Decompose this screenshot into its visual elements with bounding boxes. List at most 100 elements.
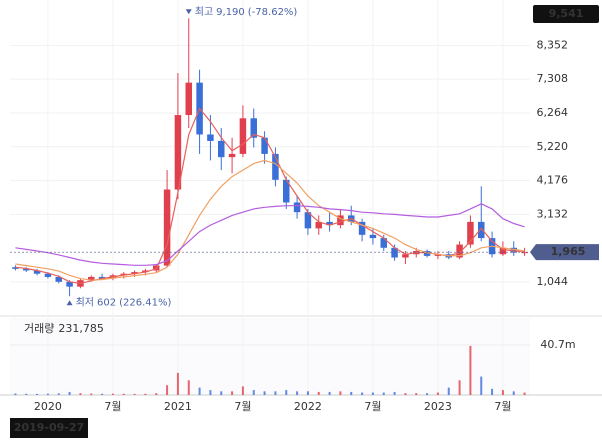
last-price-label: 1,965	[551, 245, 586, 258]
candle-body	[402, 254, 409, 258]
volume-bar	[25, 393, 28, 395]
y-tick-label: 5,220	[537, 140, 569, 153]
volume-bar	[382, 392, 385, 395]
axis-max-label: 9,541	[549, 7, 584, 20]
candle-body	[434, 254, 442, 256]
volume-bar	[404, 393, 407, 395]
x-tick-label: 2022	[294, 400, 322, 413]
volume-background	[10, 318, 530, 395]
volume-bar	[187, 380, 190, 395]
axis-max-box	[533, 5, 599, 23]
volume-bar	[328, 391, 331, 395]
volume-bar	[436, 392, 439, 395]
candle-body	[163, 189, 171, 266]
volume-bar	[79, 393, 82, 395]
candle-body	[12, 267, 19, 269]
volume-bar	[166, 385, 169, 395]
candle-body	[510, 247, 517, 253]
annotation-text: 최고	[195, 6, 213, 18]
candle-body	[456, 244, 463, 258]
volume-bar	[46, 393, 49, 395]
volume-bar	[252, 390, 255, 395]
volume-bar	[447, 387, 450, 395]
volume-tick-label: 40.7m	[540, 338, 575, 351]
volume-bar	[231, 391, 234, 395]
plot-background	[10, 0, 530, 315]
candle-body	[272, 153, 279, 180]
volume-bar	[285, 390, 288, 395]
annotation: 최고 9,190 (-78.62%)	[195, 6, 298, 18]
candle-body	[337, 215, 344, 226]
volume-bar	[501, 390, 504, 395]
candle-body	[98, 276, 106, 279]
volume-bar	[155, 393, 158, 395]
x-tick-label: 2021	[164, 400, 192, 413]
candle-body	[185, 82, 192, 116]
volume-bar	[393, 391, 396, 395]
volume-bar	[296, 391, 299, 395]
candle-body	[131, 272, 138, 274]
volume-bar	[306, 391, 309, 395]
volume-bar	[317, 391, 320, 395]
volume-bar	[111, 393, 114, 395]
annotation-change: (-78.62%)	[248, 7, 298, 18]
candle-body	[499, 247, 507, 255]
volume-title: 거래량 231,785	[24, 322, 104, 335]
candle-body	[369, 234, 377, 239]
candle-body	[88, 276, 95, 281]
volume-bar	[36, 393, 39, 395]
volume-bar	[133, 393, 136, 395]
volume-bar	[90, 393, 93, 395]
last-price-box	[530, 244, 599, 261]
x-tick-label: 7월	[234, 400, 251, 413]
moving-average-line	[15, 203, 525, 266]
x-tick-label: 7월	[104, 400, 121, 413]
volume-bar	[480, 376, 483, 395]
volume-bar	[101, 393, 104, 395]
annotation: 최저 602 (226.41%)	[76, 296, 172, 308]
volume-bar	[512, 391, 515, 395]
volume-bar	[14, 393, 17, 395]
volume-bar	[220, 391, 223, 395]
volume-bar	[198, 387, 201, 395]
volume-bar	[361, 392, 364, 395]
volume-bar	[122, 393, 125, 395]
annotation-text: 최저	[76, 296, 94, 308]
candle-body	[174, 115, 182, 190]
volume-bar	[241, 386, 244, 395]
candle-body	[228, 153, 236, 158]
candle-body	[521, 252, 528, 254]
candle-body	[44, 273, 52, 277]
x-tick-label: 2023	[424, 400, 452, 413]
moving-average-line	[15, 159, 525, 281]
candle-body	[239, 118, 247, 154]
candle-body	[207, 134, 214, 141]
candle-body	[250, 118, 257, 138]
volume-bar	[415, 393, 418, 395]
volume-bar	[469, 345, 472, 395]
annotation-arrow	[66, 300, 73, 306]
volume-bar	[263, 391, 266, 395]
volume-bar	[350, 391, 353, 395]
candle-body	[142, 270, 149, 273]
start-date: 2019-09-27	[14, 421, 84, 434]
annotation-arrow	[185, 9, 192, 15]
candle-body	[467, 221, 474, 245]
candle-body	[261, 137, 268, 154]
y-tick-label: 6,264	[537, 106, 569, 119]
date-box	[10, 418, 88, 438]
volume-bar	[491, 388, 494, 395]
volume-latest: 231,785	[58, 322, 104, 335]
candle-body	[478, 221, 485, 239]
y-tick-label: 1,044	[537, 275, 569, 288]
candle-body	[55, 276, 62, 282]
candle-body	[326, 221, 333, 226]
volume-bar	[209, 390, 212, 395]
candle-body	[293, 202, 301, 213]
volume-bar	[458, 380, 461, 395]
volume-bar	[371, 392, 374, 395]
candle-body	[304, 212, 312, 229]
x-tick-label: 7월	[494, 400, 511, 413]
volume-bar	[176, 372, 179, 395]
